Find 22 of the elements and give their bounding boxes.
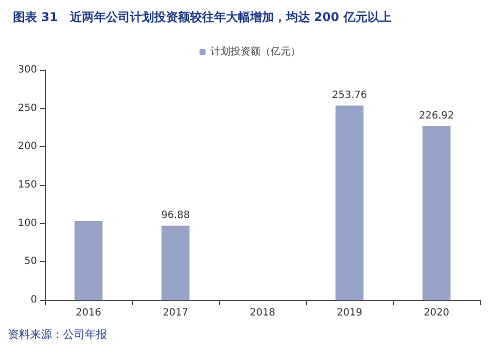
y-tick-label: 250 [18, 102, 37, 114]
y-tick-label: 300 [18, 64, 37, 76]
y-tick-label: 200 [18, 141, 37, 152]
y-tick-label: 150 [18, 180, 37, 190]
text: 资料来源：公司年报 [8, 328, 107, 341]
x-tick-label: 2019 [336, 308, 362, 318]
x-tick-label: 2020 [424, 308, 450, 318]
x-tick-label: 2016 [76, 308, 102, 318]
bar [74, 221, 102, 300]
data-label: 96.88 [161, 210, 190, 222]
data-label: 226.92 [419, 110, 454, 122]
x-tick-label: 2018 [250, 308, 276, 318]
bar [422, 126, 450, 300]
y-tick-label: 0 [30, 294, 37, 306]
x-tick-label: 2017 [162, 308, 188, 318]
bar [336, 105, 364, 300]
legend-label: 计划投资额（亿元） [210, 46, 300, 58]
chart-title: 图表 31 近两年公司计划投资额较往年大幅增加，均达 200 亿元以上 [13, 10, 392, 24]
data-label: 253.76 [332, 90, 367, 101]
y-tick-label: 100 [18, 218, 37, 229]
bar [162, 226, 190, 300]
y-tick-label: 50 [24, 256, 37, 268]
